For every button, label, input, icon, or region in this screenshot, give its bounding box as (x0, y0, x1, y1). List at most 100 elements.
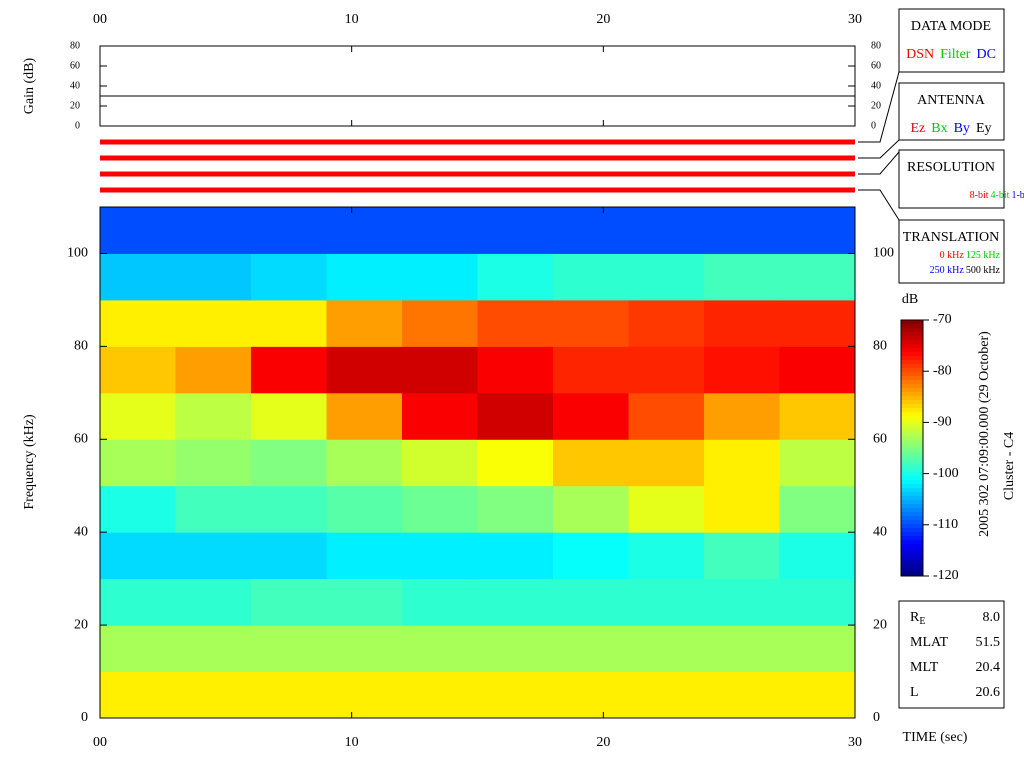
colorbar-step (901, 332, 923, 337)
y-tick-label: 40 (873, 524, 887, 539)
heatmap-cell (628, 299, 705, 347)
colorbar-step (901, 368, 923, 373)
mode-option: DSN (906, 47, 934, 62)
heatmap-cell (175, 578, 252, 626)
info-label-sub: E (919, 616, 925, 627)
colorbar-tick-label: -120 (933, 568, 959, 583)
colorbar-step (901, 468, 923, 473)
heatmap-cell (628, 253, 705, 301)
heatmap-cell (402, 346, 478, 394)
heatmap-cell (251, 299, 327, 347)
mode-option: 500 kHz (966, 265, 1001, 276)
info-label-text: MLT (910, 660, 939, 675)
info-value: 51.5 (976, 635, 1001, 650)
heatmap-cell (628, 532, 705, 580)
heatmap-cell (704, 346, 780, 394)
colorbar-step (901, 556, 923, 561)
heatmap-cell (100, 671, 176, 719)
heatmap-cell (553, 253, 629, 301)
colorbar-step (901, 408, 923, 413)
x-tick-label: 20 (596, 12, 610, 27)
heatmap-cell (175, 439, 252, 487)
y-tick-label: 80 (873, 339, 887, 354)
heatmap-cell (100, 625, 176, 673)
colorbar-tick-label: -70 (933, 312, 952, 327)
heatmap-cell (477, 439, 554, 487)
heatmap-cell (779, 671, 856, 719)
heatmap-cell (100, 299, 176, 347)
y-tick-label: 60 (871, 60, 881, 71)
y-tick-label: 40 (871, 80, 881, 91)
heatmap-cell (402, 625, 478, 673)
heatmap-cell (704, 532, 780, 580)
y-tick-label: 60 (70, 60, 80, 71)
heatmap-cell (175, 253, 252, 301)
mode-box (898, 149, 1005, 209)
heatmap-cell (477, 578, 554, 626)
heatmap-cell (704, 578, 780, 626)
colorbar-step (901, 416, 923, 421)
heatmap-cell (100, 253, 176, 301)
x-tick-label: 00 (93, 12, 107, 27)
heatmap-cell (326, 578, 403, 626)
heatmap-cell (779, 346, 856, 394)
colorbar-frame (900, 319, 924, 577)
heatmap-cell (326, 625, 403, 673)
colorbar-step (901, 496, 923, 501)
heatmap-cell (402, 485, 478, 533)
heatmap-cell (326, 671, 403, 719)
heatmap-cell (628, 671, 705, 719)
colorbar-step (901, 372, 923, 377)
heatmap-cell (477, 346, 554, 394)
heatmap-cell (326, 439, 403, 487)
mode-box (898, 8, 1005, 73)
mode-option: Filter (940, 47, 971, 62)
colorbar-step (901, 348, 923, 353)
heatmap-cell (779, 207, 856, 254)
heatmap-cell (704, 625, 780, 673)
colorbar-step (901, 360, 923, 365)
heatmap-cell (100, 578, 176, 626)
heatmap-cell (553, 392, 629, 440)
colorbar-step (901, 328, 923, 333)
colorbar-step (901, 452, 923, 457)
heatmap-cell (251, 439, 327, 487)
heatmap-cell (553, 578, 629, 626)
x-axis-label: TIME (sec) (903, 730, 968, 745)
info-label: L (910, 685, 919, 700)
colorbar-label: dB (902, 292, 918, 307)
mode-option: 1-bit (1011, 190, 1024, 201)
heatmap-cell (251, 485, 327, 533)
heatmap-cell (628, 485, 705, 533)
colorbar-tick-label: -100 (933, 466, 959, 481)
heatmap-cell (402, 299, 478, 347)
heatmap-cell (326, 299, 403, 347)
colorbar-step (901, 396, 923, 401)
mode-options: 0 kHz 125 kHz (940, 250, 1001, 261)
colorbar-step (901, 352, 923, 357)
heatmap-cell (553, 485, 629, 533)
mode-option: Ey (976, 121, 992, 136)
heatmap-cell (175, 671, 252, 719)
heatmap-cell (100, 439, 176, 487)
spacecraft-annotation: Cluster - C4 (1002, 432, 1017, 500)
heatmap-cell (251, 253, 327, 301)
colorbar-step (901, 336, 923, 341)
mode-box (898, 219, 1005, 284)
y-tick-label: 80 (871, 40, 881, 51)
info-value: 20.4 (976, 660, 1001, 675)
colorbar-step (901, 340, 923, 345)
colorbar-step (901, 552, 923, 557)
heatmap-cell (704, 392, 780, 440)
colorbar-step (901, 548, 923, 553)
heatmap-cell (175, 346, 252, 394)
heatmap-cell (402, 207, 478, 254)
heatmap-cell (175, 392, 252, 440)
heatmap-cell (326, 207, 403, 254)
mode-box-title: RESOLUTION (907, 160, 995, 175)
colorbar-step (901, 516, 923, 521)
info-label-text: R (910, 610, 920, 625)
colorbar-step (901, 492, 923, 497)
colorbar-step (901, 476, 923, 481)
colorbar-step (901, 412, 923, 417)
